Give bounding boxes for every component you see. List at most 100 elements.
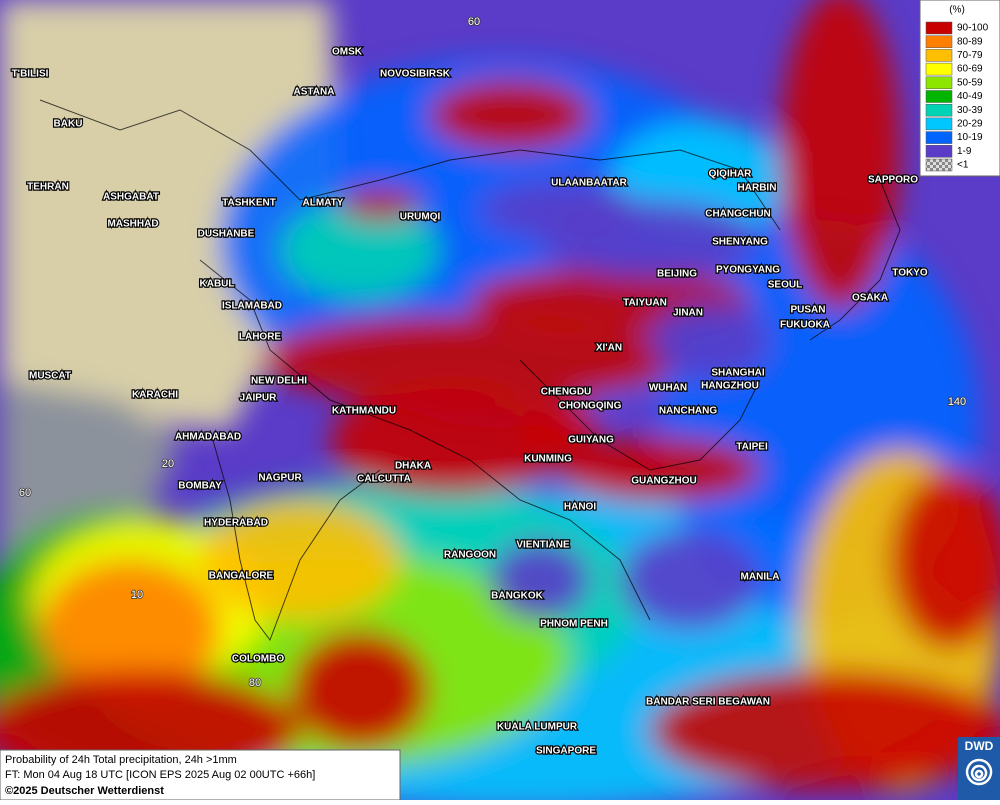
city-label: CHONGQING <box>559 401 622 412</box>
grid-label: 80 <box>249 677 261 689</box>
city-label: SHANGHAI <box>711 368 765 379</box>
precip-area <box>650 670 1000 790</box>
city-label: MASHHAD <box>107 219 158 230</box>
city-label: HYDERABAD <box>204 518 268 529</box>
city-label: SEOUL <box>768 280 802 291</box>
city-label: MUSCAT <box>29 371 71 382</box>
city-label: DUSHANBE <box>198 229 255 240</box>
coast <box>519 359 761 471</box>
city-label: GUIYANG <box>568 435 614 446</box>
city-label: KARACHI <box>132 390 178 401</box>
city-label: ALMATY <box>303 198 344 209</box>
city-label: HANOI <box>564 502 596 513</box>
city-label: JINAN <box>673 308 703 319</box>
logo-text: DWD <box>965 739 994 753</box>
legend-swatch <box>925 117 953 131</box>
city-label: HARBIN <box>738 183 777 194</box>
city-label: JAIPUR <box>240 393 277 404</box>
city-label: AHMADABAD <box>175 432 241 443</box>
city-label: QIQIHAR <box>709 169 753 180</box>
logo-icon <box>965 758 993 786</box>
grid-label: 140 <box>948 396 966 408</box>
legend-label: 30-39 <box>957 105 983 116</box>
legend-swatch <box>925 103 953 117</box>
city-label: KUNMING <box>524 454 572 465</box>
coast <box>809 179 901 341</box>
legend-swatch <box>925 62 953 76</box>
precip-area <box>560 438 760 502</box>
border <box>39 99 781 231</box>
city-label: NEW DELHI <box>251 376 307 387</box>
city-label: OMSK <box>332 47 363 58</box>
precip-area <box>490 540 590 620</box>
city-label: VIENTIANE <box>516 540 570 551</box>
city-label: BANGKOK <box>491 591 543 602</box>
city-label: URUMQI <box>400 212 441 223</box>
city-label: NANCHANG <box>659 406 718 417</box>
legend-label: 1-9 <box>957 146 972 157</box>
city-label: BOMBAY <box>178 481 222 492</box>
city-label: GUANGZHOU <box>631 476 697 487</box>
legend-swatch <box>925 145 953 158</box>
city-label: LAHORE <box>239 332 282 343</box>
grid-label: 60 <box>468 16 480 28</box>
legend: (%) 90-100 80-89 70-79 60-69 50-59 40-49 30-39… <box>919 0 1000 177</box>
legend-label: <1 <box>957 160 969 171</box>
city-label: PHNOM PENH <box>540 619 608 630</box>
legend-swatch <box>925 158 953 172</box>
city-label: ASTANA <box>294 87 335 98</box>
city-label: SINGAPORE <box>536 746 596 757</box>
borders <box>39 99 901 642</box>
city-label: WUHAN <box>649 383 687 394</box>
coast <box>209 429 381 642</box>
precip-area <box>330 385 570 495</box>
city-label: NAGPUR <box>258 473 302 484</box>
city-label: TAIYUAN <box>623 298 667 309</box>
city-label: ASHGABAT <box>103 192 159 203</box>
legend-label: 60-69 <box>957 64 983 75</box>
precip-area <box>340 190 420 220</box>
logo-background <box>958 737 1000 800</box>
precip-area <box>40 560 220 700</box>
city-label: ISLAMABAD <box>222 301 282 312</box>
precip-area <box>480 180 640 240</box>
dwd-logo: DWD <box>958 737 1000 800</box>
city-label: T'BILISI <box>12 69 49 80</box>
grid-labels: 60 20 60 10 80 140 <box>18 15 967 690</box>
city-label: KABUL <box>200 279 235 290</box>
legend-swatch <box>925 49 953 62</box>
legend-label: 20-29 <box>957 119 983 130</box>
city-label: NOVOSIBIRSK <box>380 69 451 80</box>
border <box>199 259 651 621</box>
city-label: DHAKA <box>395 461 431 472</box>
precip-area <box>650 300 770 380</box>
info-line: Probability of 24h Total precipitation, … <box>5 754 237 766</box>
legend-swatch <box>925 90 953 103</box>
info-copyright: ©2025 Deutscher Wetterdienst <box>5 785 164 797</box>
city-label: RANGOON <box>444 550 496 561</box>
precip-area <box>280 200 440 300</box>
legend-label: 70-79 <box>957 50 983 61</box>
legend-label: 90-100 <box>957 23 989 34</box>
grid-label: 60 <box>19 487 31 499</box>
city-label: BEIJING <box>657 269 697 280</box>
city-label: CALCUTTA <box>357 474 411 485</box>
precip-area <box>260 315 680 405</box>
legend-swatch <box>925 76 953 90</box>
city-label: SAPPORO <box>868 175 918 186</box>
city-label: PUSAN <box>790 305 825 316</box>
city-label: FUKUOKA <box>780 320 830 331</box>
precip-area <box>520 400 600 460</box>
precip-area <box>620 530 760 630</box>
city-label: TASHKENT <box>222 198 276 209</box>
city-label: MANILA <box>741 572 780 583</box>
precip-area <box>290 630 430 750</box>
city-label: TOKYO <box>892 268 928 279</box>
land <box>0 0 340 460</box>
city-label: TEHRAN <box>27 182 69 193</box>
city-label: COLOMBO <box>232 654 284 665</box>
city-label: BAKU <box>54 119 83 130</box>
precip-area <box>890 470 1000 650</box>
city-label: KUALA LUMPUR <box>497 722 578 733</box>
